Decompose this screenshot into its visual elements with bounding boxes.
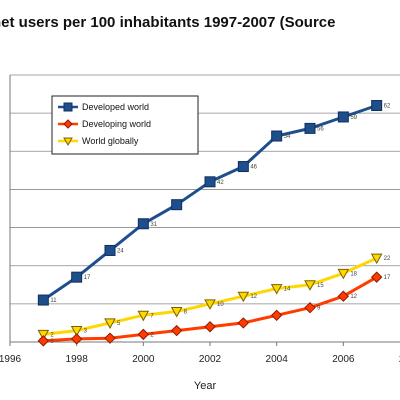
- data-point: [170, 324, 183, 337]
- data-label: 14: [284, 287, 291, 293]
- data-point: [304, 301, 316, 314]
- legend-label: Developing world: [82, 119, 151, 129]
- data-label: 22: [384, 256, 391, 262]
- data-point: [270, 284, 283, 295]
- data-label: 18: [350, 271, 357, 277]
- data-label: 54: [284, 134, 291, 140]
- data-label: 15: [317, 283, 324, 289]
- data-label: 24: [117, 248, 124, 254]
- data-point: [37, 294, 49, 306]
- data-label: 10: [217, 302, 224, 308]
- legend-swatch-marker: [63, 137, 73, 147]
- data-label: 9: [317, 306, 321, 312]
- data-point: [204, 176, 216, 188]
- data-point: [204, 321, 216, 333]
- x-tick-label: 2008: [399, 354, 400, 365]
- data-point: [70, 333, 83, 345]
- x-tick-label: 2000: [132, 354, 155, 365]
- data-point: [204, 299, 216, 310]
- data-point: [137, 310, 150, 322]
- series-world-globally: 2 3 5 7 8 10 12 14 15 18 22: [37, 253, 391, 341]
- data-point: [104, 318, 116, 329]
- data-point: [304, 122, 316, 134]
- data-point: [237, 317, 250, 329]
- data-label: 3: [84, 329, 88, 335]
- chart-title: net users per 100 inhabitants 1997-2007 …: [0, 14, 336, 31]
- data-point: [237, 161, 249, 173]
- data-label: 8: [184, 309, 188, 315]
- data-label: 17: [84, 275, 91, 281]
- x-tick-label: 1998: [66, 354, 89, 365]
- x-tick-label: 1996: [0, 354, 22, 365]
- data-label: 5: [117, 321, 121, 327]
- data-label: 2: [50, 332, 54, 338]
- data-point: [137, 218, 149, 230]
- data-point: [237, 291, 250, 303]
- data-label: 62: [384, 104, 391, 110]
- data-label: 17: [384, 275, 391, 281]
- data-point: [37, 335, 50, 347]
- data-label: 2: [150, 332, 154, 338]
- data-point: [71, 271, 83, 283]
- data-point: [37, 329, 50, 341]
- data-point: [371, 100, 383, 112]
- legend-label: World globally: [82, 136, 139, 146]
- axes: 1996 1998 2000 2002 2004 2006 2008: [0, 75, 400, 365]
- x-tick-label: 2002: [199, 354, 222, 365]
- legend-label: Developed world: [82, 102, 149, 112]
- x-tick-label: 2004: [266, 354, 289, 365]
- data-label: 11: [50, 298, 57, 304]
- data-point: [370, 253, 383, 265]
- legend-box: [51, 95, 199, 155]
- data-point: [270, 309, 283, 322]
- data-point: [170, 306, 183, 318]
- series-group: 1117243142465456596223578101214151822029…: [37, 100, 391, 347]
- data-point: [171, 199, 183, 211]
- data-label: 0: [50, 339, 54, 345]
- data-point: [104, 244, 116, 256]
- data-point: [304, 280, 316, 291]
- x-axis-title: Year: [194, 380, 217, 392]
- data-label: 12: [350, 294, 357, 300]
- data-point: [337, 268, 350, 280]
- legend-swatch-marker: [63, 102, 73, 112]
- data-label: 46: [250, 165, 257, 171]
- data-point: [70, 326, 83, 337]
- data-point: [370, 271, 383, 283]
- data-point: [337, 290, 350, 302]
- data-label: 56: [317, 126, 324, 132]
- x-tick-label: 2006: [332, 354, 355, 365]
- data-label: 59: [350, 115, 357, 121]
- data-point: [337, 111, 349, 123]
- data-label: 31: [150, 222, 157, 228]
- data-label: 12: [250, 294, 257, 300]
- data-point: [104, 332, 116, 344]
- legend-swatch-marker: [63, 119, 73, 129]
- data-label: 7: [150, 313, 154, 319]
- legend: Developed world Developing world World glo…: [51, 95, 199, 155]
- data-label: 42: [217, 180, 224, 186]
- series-developed-world: 11 17 24 31 42 46 54 56 59 62: [37, 100, 391, 306]
- data-point: [137, 328, 150, 341]
- data-point: [271, 130, 283, 142]
